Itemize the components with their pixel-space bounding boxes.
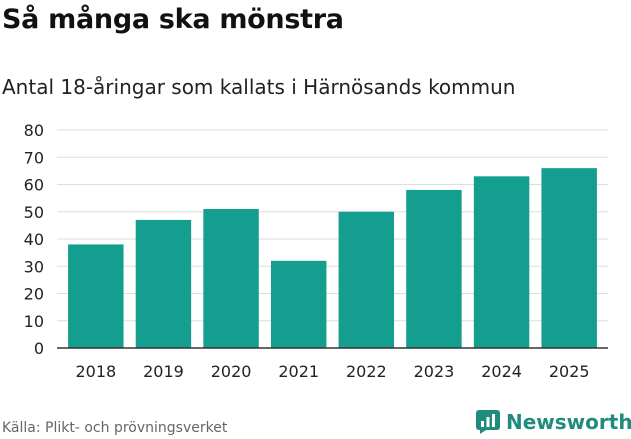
x-tick-label: 2025 — [549, 362, 590, 381]
y-tick-label: 40 — [24, 230, 44, 249]
chart-title: Så många ska mönstra — [2, 4, 344, 35]
y-tick-label: 30 — [24, 257, 44, 276]
brand-name: Newsworthy — [506, 410, 631, 434]
chart-subtitle: Antal 18-åringar som kallats i Härnösand… — [2, 75, 516, 99]
bar-2025 — [541, 168, 597, 348]
x-tick-label: 2019 — [143, 362, 184, 381]
bar-2019 — [135, 219, 192, 348]
y-tick-label: 10 — [24, 312, 44, 331]
bar-2020 — [203, 209, 259, 348]
y-axis-ticks: 0 10 20 30 40 50 60 70 80 — [24, 121, 44, 358]
bar-2023 — [406, 189, 462, 348]
x-tick-label: 2022 — [346, 362, 387, 381]
y-tick-label: 50 — [24, 203, 44, 222]
x-tick-label: 2024 — [481, 362, 522, 381]
bar-2022 — [338, 211, 395, 348]
y-tick-label: 60 — [24, 176, 44, 195]
x-tick-label: 2020 — [211, 362, 252, 381]
x-axis-ticks: 2018 2019 2020 2021 2022 2023 2024 2025 — [75, 362, 589, 381]
newsworthy-logo-icon — [476, 410, 500, 434]
x-tick-label: 2018 — [75, 362, 116, 381]
bars — [68, 168, 597, 348]
y-tick-label: 70 — [24, 148, 44, 167]
brand-logo: Newsworthy — [476, 408, 631, 436]
bar-2021 — [270, 260, 327, 348]
bar-2018 — [68, 244, 124, 348]
bar-2024 — [473, 176, 530, 348]
y-tick-label: 20 — [24, 285, 44, 304]
y-tick-label: 0 — [34, 339, 44, 358]
y-tick-label: 80 — [24, 121, 44, 140]
source-note: Källa: Plikt- och prövningsverket — [2, 420, 228, 436]
x-tick-label: 2023 — [414, 362, 455, 381]
x-tick-label: 2021 — [278, 362, 319, 381]
